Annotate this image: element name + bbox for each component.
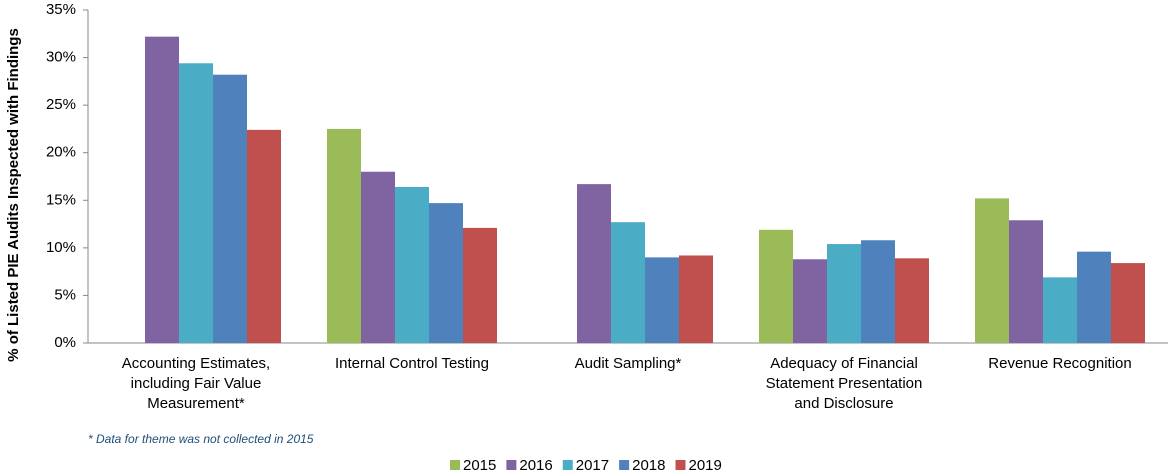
bar xyxy=(611,222,645,343)
bar xyxy=(975,198,1009,343)
bar xyxy=(895,258,929,343)
y-tick-label: 15% xyxy=(46,191,76,208)
legend-label: 2017 xyxy=(576,457,609,474)
y-tick-label: 0% xyxy=(54,334,76,351)
bar xyxy=(395,186,429,343)
y-tick-label: 5% xyxy=(54,286,76,303)
bar xyxy=(145,36,179,343)
legend-label: 2016 xyxy=(519,457,552,474)
bar xyxy=(1043,277,1077,343)
bar xyxy=(645,257,679,343)
legend-label: 2015 xyxy=(463,457,496,474)
bar xyxy=(463,227,497,343)
legend-label: 2019 xyxy=(689,457,722,474)
legend-swatch xyxy=(619,460,630,470)
bar xyxy=(1077,251,1111,343)
y-tick-label: 10% xyxy=(46,239,76,256)
bar xyxy=(179,63,213,343)
x-tick-label: Adequacy of Financial Statement Presenta… xyxy=(765,355,923,412)
legend-swatch xyxy=(506,460,517,470)
bar xyxy=(1111,263,1145,343)
bar xyxy=(213,74,247,343)
bar xyxy=(827,244,861,343)
bar xyxy=(759,229,793,343)
y-tick-label: 30% xyxy=(46,49,76,66)
y-tick-label: 35% xyxy=(46,1,76,18)
x-tick-label: Revenue Recognition xyxy=(988,355,1132,372)
x-tick-label: Internal Control Testing xyxy=(335,355,489,372)
legend-swatch xyxy=(675,460,686,470)
bar xyxy=(861,240,895,343)
bar xyxy=(577,184,611,343)
bar xyxy=(1009,220,1043,343)
bar xyxy=(429,203,463,343)
bar xyxy=(361,171,395,343)
footnote: * Data for theme was not collected in 20… xyxy=(88,432,314,446)
bar xyxy=(679,255,713,343)
bar xyxy=(327,128,361,343)
y-tick-label: 20% xyxy=(46,144,76,161)
bar xyxy=(247,129,281,343)
legend-swatch xyxy=(450,460,460,470)
legend-swatch xyxy=(562,460,573,470)
x-tick-label: Audit Sampling* xyxy=(574,355,682,372)
x-tick-label: Accounting Estimates, including Fair Val… xyxy=(121,355,271,412)
bar xyxy=(793,259,827,343)
legend-label: 2018 xyxy=(632,457,665,474)
y-axis-title: % of Listed PIE Audits Inspected with Fi… xyxy=(5,28,22,362)
y-tick-label: 25% xyxy=(46,96,76,113)
